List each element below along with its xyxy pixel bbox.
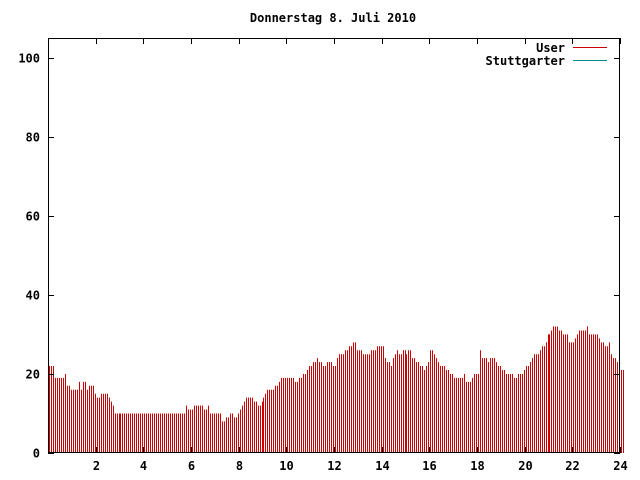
- x-tick-label: 4: [140, 459, 147, 473]
- legend-label: Stuttgarter: [486, 54, 565, 68]
- x-tick-label: 24: [613, 459, 627, 473]
- x-tick-label: 6: [188, 459, 195, 473]
- y-tick-label: 0: [33, 447, 40, 461]
- y-tick-label: 60: [26, 210, 40, 224]
- y-tick-label: 40: [26, 289, 40, 303]
- x-tick-label: 12: [327, 459, 341, 473]
- x-tick-label: 16: [422, 459, 436, 473]
- x-tick-label: 14: [375, 459, 389, 473]
- x-tick-label: 22: [565, 459, 579, 473]
- x-tick-label: 10: [279, 459, 293, 473]
- x-tick-label: 20: [518, 459, 532, 473]
- y-tick-label: 80: [26, 131, 40, 145]
- x-tick-label: 2: [93, 459, 100, 473]
- x-tick-label: 18: [470, 459, 484, 473]
- y-tick-label: 100: [18, 52, 40, 66]
- legend-label: User: [536, 41, 565, 55]
- bars-group: [49, 326, 624, 453]
- chart-title: Donnerstag 8. Juli 2010: [250, 11, 416, 25]
- y-tick-label: 20: [26, 368, 40, 382]
- x-tick-label: 8: [236, 459, 243, 473]
